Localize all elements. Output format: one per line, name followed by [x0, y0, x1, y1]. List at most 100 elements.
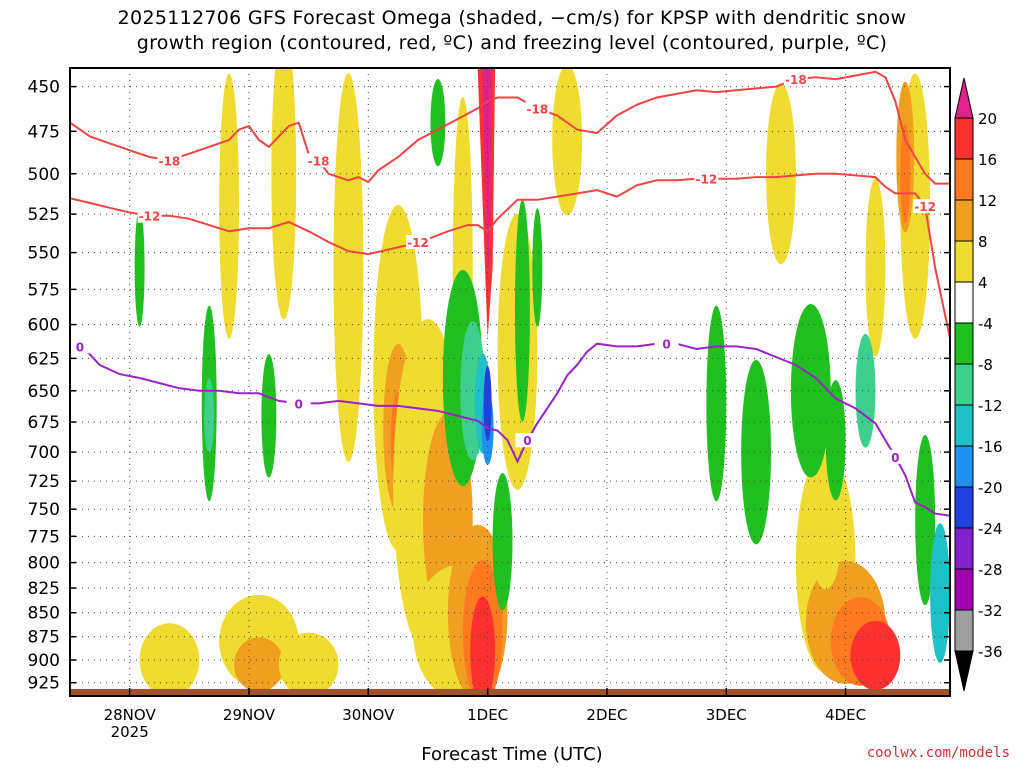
contour-label-bg-12: [515, 433, 540, 448]
y-tick-label-675: 675: [28, 413, 60, 433]
omega-blob-40: [430, 78, 446, 167]
isotherm-contours: -18 -18 -18 -18 -12 -12 -12 -12 0 0 0 0 0: [70, 70, 950, 517]
omega-blob-41: [532, 208, 543, 327]
omega-blob-27: [865, 178, 886, 357]
colorbar-band-1: [954, 158, 974, 201]
omega-blob-37: [483, 365, 492, 442]
omega-blob-38: [492, 472, 513, 611]
contour-label-4: -12: [139, 210, 161, 224]
contour-line-1: [70, 172, 950, 339]
colorbar-band-5: [954, 322, 974, 365]
omega-blob-22: [850, 620, 901, 691]
contour-label-bg-11: [883, 449, 908, 464]
colorbar-label-5: -4: [978, 315, 993, 333]
colorbar-band-0: [954, 117, 974, 160]
colorbar-label-13: -36: [978, 643, 1003, 661]
contour-label-bg-4: [137, 208, 162, 223]
y-tick-label-750: 750: [28, 500, 60, 520]
y-tick-label-500: 500: [28, 165, 60, 185]
contour-label-bg-2: [525, 101, 550, 116]
contour-line-0: [70, 70, 950, 185]
omega-blob-25: [900, 124, 911, 224]
y-tick-label-650: 650: [28, 382, 60, 402]
colorbar-band-4: [954, 281, 974, 324]
omega-blob-45: [855, 333, 876, 448]
ground-layer: [70, 688, 950, 696]
colorbar-label-1: 16: [978, 151, 997, 169]
x-tick-label-1DEC: 1DEC: [467, 706, 508, 724]
omega-blob-39: [514, 199, 530, 422]
contour-label-9: 0: [295, 397, 303, 411]
contour-label-2: -18: [527, 102, 549, 116]
y-tick-label-725: 725: [28, 472, 60, 492]
colorbar-band-12: [954, 609, 974, 652]
y-tick-label-450: 450: [28, 78, 60, 98]
colorbar-label-0: 20: [978, 110, 997, 128]
omega-blob-32: [134, 208, 145, 327]
y-tick-label-525: 525: [28, 205, 60, 225]
omega-blob-47: [930, 523, 950, 663]
contour-label-bg-8: [70, 339, 92, 354]
colorbar-arrow-bottom: [954, 650, 974, 692]
colorbar-label-9: -20: [978, 479, 1003, 497]
omega-blob-18: [552, 68, 583, 216]
x-tick-sublabel-28NOV: 2025: [111, 723, 149, 741]
chart-title: 2025112706 GFS Forecast Omega (shaded, −…: [0, 6, 1024, 56]
colorbar-band-6: [954, 363, 974, 406]
colorbar-band-10: [954, 527, 974, 570]
contour-label-0: -18: [159, 154, 181, 168]
contour-label-3: -18: [785, 73, 807, 87]
contour-label-bg-6: [694, 171, 719, 186]
omega-blob-2: [234, 637, 284, 692]
omega-blob-48: [825, 380, 846, 501]
colorbar-label-11: -28: [978, 561, 1003, 579]
x-tick-label-30NOV: 30NOV: [342, 706, 395, 724]
contour-label-10: 0: [662, 338, 670, 352]
x-tick-label-2DEC: 2DEC: [586, 706, 627, 724]
y-tick-label-550: 550: [28, 244, 60, 264]
contour-label-bg-0: [157, 153, 182, 168]
omega-shading: [70, 68, 950, 696]
x-axis-title: Forecast Time (UTC): [421, 744, 603, 765]
omega-blob-30: [204, 378, 215, 453]
y-tick-label-800: 800: [28, 554, 60, 574]
colorbar-band-2: [954, 199, 974, 242]
omega-blob-28: [810, 494, 841, 590]
y-tick-label-900: 900: [28, 651, 60, 671]
contour-label-bg-5: [406, 235, 431, 250]
colorbar-label-3: 8: [978, 233, 988, 251]
colorbar-label-10: -24: [978, 520, 1003, 538]
contour-label-bg-1: [306, 153, 331, 168]
colorbar-label-7: -12: [978, 397, 1003, 415]
omega-blob-6: [219, 73, 240, 339]
colorbar-band-9: [954, 486, 974, 529]
colorbar-label-12: -32: [978, 602, 1003, 620]
contour-label-1: -18: [308, 154, 330, 168]
contour-label-11: 0: [891, 451, 899, 465]
colorbar-label-2: 12: [978, 192, 997, 210]
x-tick-label-4DEC: 4DEC: [825, 706, 866, 724]
omega-blob-5: [271, 68, 297, 320]
contour-label-bg-7: [913, 199, 938, 214]
contour-label-bg-9: [286, 396, 311, 411]
y-tick-label-700: 700: [28, 443, 60, 463]
colorbar-band-7: [954, 404, 974, 447]
colorbar-band-3: [954, 240, 974, 283]
title-line-1: 2025112706 GFS Forecast Omega (shaded, −…: [117, 7, 907, 29]
contour-label-bg-3: [783, 72, 808, 87]
y-axis: 450 475 500 525 550 575 600 625 650 675 700 725 750 7…: [28, 78, 950, 694]
y-tick-label-575: 575: [28, 280, 60, 300]
x-tick-label-29NOV: 29NOV: [223, 706, 276, 724]
omega-blob-26: [766, 83, 796, 265]
omega-blob-31: [261, 354, 277, 478]
y-tick-label-625: 625: [28, 349, 60, 369]
omega-blob-3: [278, 632, 339, 696]
colorbar: 20 16 12 8 4 -4 -8 -12 -16 -20 -24 -28 -32 -36: [954, 77, 1003, 692]
colorbar-label-6: -8: [978, 356, 993, 374]
omega-blob-46: [915, 435, 936, 606]
y-tick-label-775: 775: [28, 527, 60, 547]
omega-blob-0: [139, 623, 200, 696]
title-line-2: growth region (contoured, red, ºC) and f…: [136, 32, 888, 54]
